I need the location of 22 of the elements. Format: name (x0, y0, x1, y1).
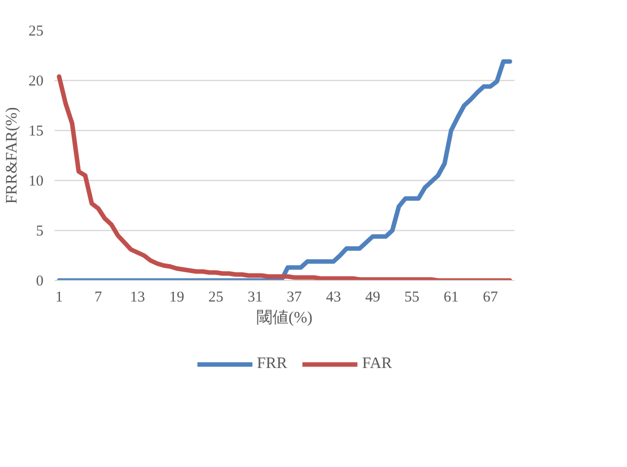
y-tick-label: 15 (28, 124, 44, 140)
x-tick-label: 25 (208, 290, 224, 306)
y-tick-label: 0 (36, 274, 44, 290)
x-tick-label: 31 (248, 290, 263, 306)
y-tick-label: 5 (36, 224, 44, 240)
y-tick-label: 25 (28, 24, 44, 40)
x-tick-label: 13 (130, 290, 145, 306)
x-tick-label: 19 (169, 290, 184, 306)
legend-label: FRR (256, 355, 288, 373)
y-tick-label: 20 (28, 74, 44, 90)
x-tick-label: 7 (94, 290, 103, 306)
x-tick-label: 61 (444, 290, 459, 306)
x-tick-label: 43 (326, 290, 342, 306)
legend-label: FAR (362, 355, 392, 373)
x-tick-label: 67 (482, 290, 498, 306)
x-tick-label: 55 (404, 290, 420, 306)
x-tick-label: 37 (286, 290, 302, 306)
x-tick-label: 1 (55, 290, 63, 306)
x-tick-label: 49 (365, 290, 380, 306)
y-axis-title: FRR&FAR(%) (4, 107, 20, 204)
y-tick-label: 10 (28, 174, 44, 190)
x-axis-title: 閾値(%) (256, 310, 312, 326)
